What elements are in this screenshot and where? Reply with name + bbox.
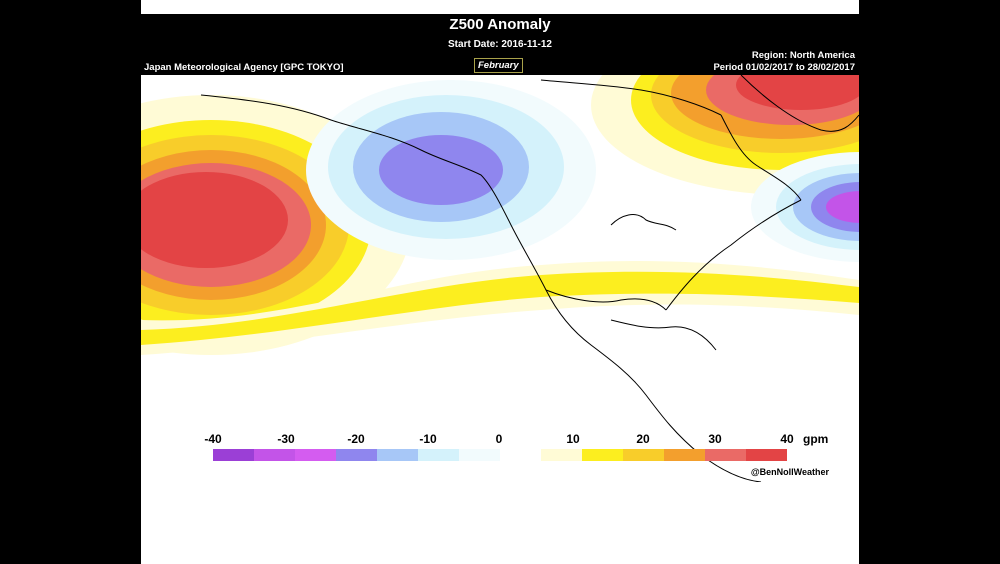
legend-labels: -40 -30 -20 -10 0 10 20 30 40 gpm [141, 432, 859, 448]
northeast-canada-positive-anomaly [591, 75, 859, 195]
legend-swatch [254, 449, 295, 461]
legend-label: 10 [566, 432, 580, 446]
legend-swatch [459, 449, 500, 461]
period-label: Period 01/02/2017 to 28/02/2017 [713, 62, 855, 73]
legend-swatch [213, 449, 254, 461]
legend-label: 40 [780, 432, 794, 446]
legend-swatch [664, 449, 705, 461]
coastlines [200, 75, 859, 482]
legend-swatch [418, 449, 459, 461]
subtropical-positive-band [141, 260, 859, 355]
legend-label: 30 [708, 432, 722, 446]
legend-swatch [541, 449, 582, 461]
legend-swatch [623, 449, 664, 461]
agency-label: Japan Meteorological Agency [GPC TOKYO] [144, 62, 344, 73]
legend-swatch [377, 449, 418, 461]
start-date: Start Date: 2016-11-12 [448, 39, 552, 50]
map-canvas [141, 75, 859, 482]
legend-label: -20 [347, 432, 365, 446]
legend-colorbar [213, 449, 787, 461]
legend-label: -40 [204, 432, 222, 446]
anomaly-map [141, 75, 859, 482]
legend-label: 20 [636, 432, 650, 446]
legend-unit: gpm [803, 432, 829, 446]
region-label: Region: North America [751, 50, 855, 61]
figure-frame: Z500 Anomaly Start Date: 2016-11-12 Japa… [141, 0, 859, 564]
map-title: Z500 Anomaly [449, 16, 551, 33]
legend-swatch [336, 449, 377, 461]
legend-label: -30 [277, 432, 295, 446]
legend-label: -10 [419, 432, 437, 446]
legend-swatch [705, 449, 746, 461]
legend-swatch [746, 449, 787, 461]
alaska-negative-anomaly [306, 80, 596, 260]
legend-swatch [500, 449, 541, 461]
legend-swatch [295, 449, 336, 461]
credit-label: @BenNollWeather [750, 467, 829, 477]
map-header: Z500 Anomaly Start Date: 2016-11-12 Japa… [141, 14, 859, 75]
legend-label: 0 [495, 432, 503, 446]
month-badge: February [474, 58, 523, 73]
legend-swatch [582, 449, 623, 461]
